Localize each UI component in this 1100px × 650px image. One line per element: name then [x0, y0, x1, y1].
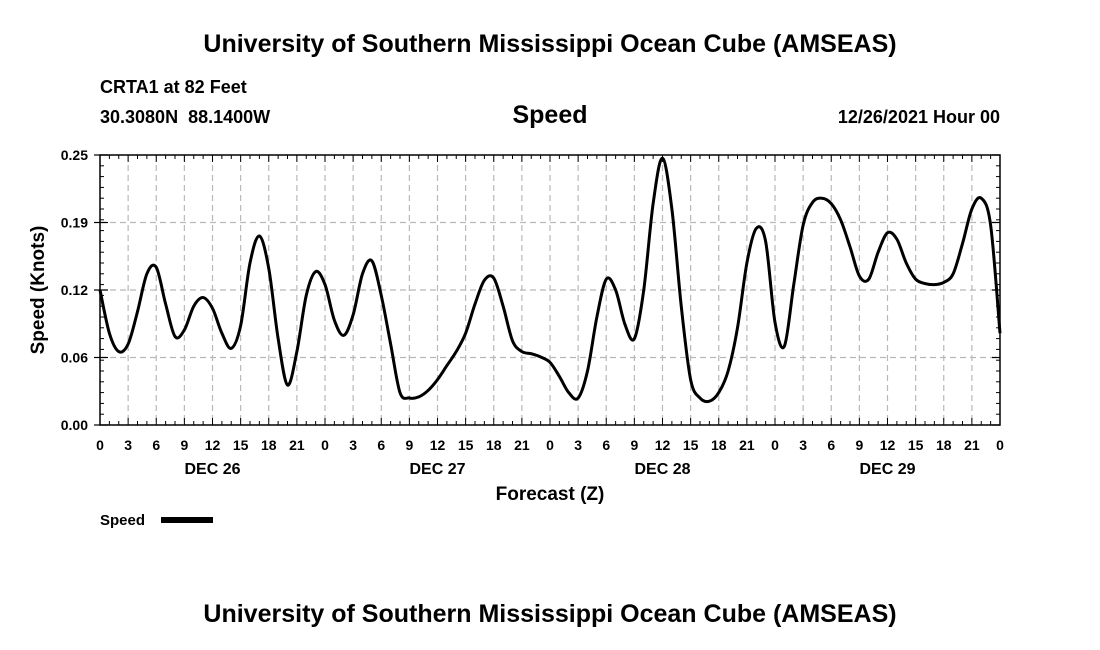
- tick-labels: 0.00 0.06 0.12 0.19 0.25 0 3 6 9 12 15 18 21 0 3 6 9 12 15…: [61, 147, 1004, 478]
- x-tick-label: 15: [908, 437, 924, 453]
- x-tick-label: 0: [996, 437, 1004, 453]
- x-tick-label: 21: [289, 437, 305, 453]
- y-tick-label: 0.12: [61, 282, 88, 298]
- day-label: DEC 26: [184, 461, 240, 478]
- x-tick-label: 18: [711, 437, 727, 453]
- x-tick-label: 15: [683, 437, 699, 453]
- speed-series-line: [98, 156, 1002, 404]
- day-label: DEC 27: [409, 461, 465, 478]
- x-tick-label: 9: [180, 437, 188, 453]
- y-tick-label: 0.06: [61, 350, 88, 366]
- x-axis-label: Forecast (Z): [496, 484, 605, 505]
- x-tick-label: 18: [261, 437, 277, 453]
- chart-title-bottom: University of Southern Mississippi Ocean…: [203, 600, 897, 628]
- x-tick-label: 6: [152, 437, 160, 453]
- x-tick-label: 0: [546, 437, 554, 453]
- x-tick-label: 0: [771, 437, 779, 453]
- x-tick-label: 18: [936, 437, 952, 453]
- station-label: CRTA1 at 82 Feet: [100, 77, 247, 97]
- x-tick-label: 0: [321, 437, 329, 453]
- legend-label: Speed: [100, 512, 145, 529]
- x-tick-label: 21: [514, 437, 530, 453]
- x-tick-label: 6: [377, 437, 385, 453]
- x-tick-label: 3: [574, 437, 582, 453]
- y-tick-label: 0.25: [61, 147, 88, 163]
- x-tick-label: 12: [205, 437, 221, 453]
- x-tick-label: 9: [405, 437, 413, 453]
- variable-title: Speed: [512, 101, 588, 129]
- ticks: [94, 154, 1001, 426]
- chart-title-top: University of Southern Mississippi Ocean…: [203, 30, 897, 58]
- x-tick-label: 15: [458, 437, 474, 453]
- x-tick-label: 3: [799, 437, 807, 453]
- x-tick-label: 9: [630, 437, 638, 453]
- x-tick-label: 3: [124, 437, 132, 453]
- y-axis-label: Speed (Knots): [28, 226, 49, 355]
- x-tick-label: 9: [855, 437, 863, 453]
- x-tick-label: 12: [430, 437, 446, 453]
- day-label: DEC 29: [859, 461, 915, 478]
- x-tick-label: 21: [964, 437, 980, 453]
- x-tick-label: 12: [655, 437, 671, 453]
- x-tick-label: 0: [96, 437, 104, 453]
- x-tick-label: 3: [349, 437, 357, 453]
- x-tick-label: 15: [233, 437, 249, 453]
- legend-swatch: [161, 517, 213, 523]
- coordinates-label: 30.3080N 88.1400W: [100, 107, 271, 127]
- day-label: DEC 28: [634, 461, 690, 478]
- x-tick-label: 12: [880, 437, 896, 453]
- x-tick-label: 6: [827, 437, 835, 453]
- grid: [100, 155, 1000, 425]
- x-tick-label: 6: [602, 437, 610, 453]
- y-tick-label: 0.19: [61, 215, 88, 231]
- y-tick-label: 0.00: [61, 417, 88, 433]
- datetime-label: 12/26/2021 Hour 00: [837, 107, 1000, 127]
- x-tick-label: 18: [486, 437, 502, 453]
- x-tick-label: 21: [739, 437, 755, 453]
